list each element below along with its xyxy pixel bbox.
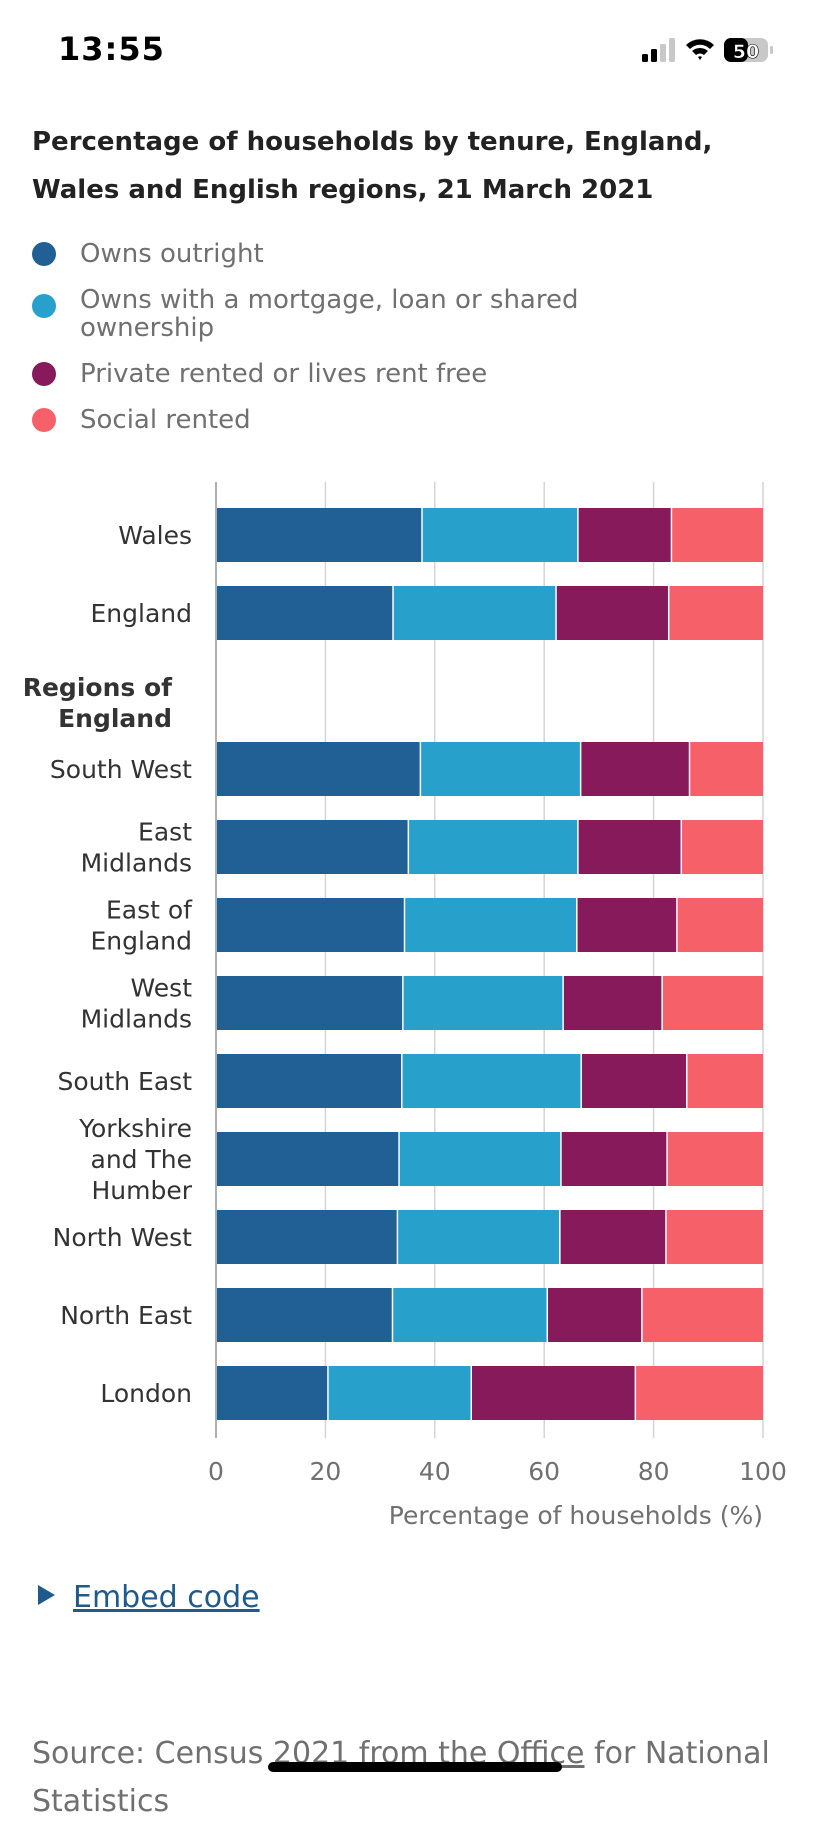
bar-segment: [402, 1054, 581, 1108]
category-label: Yorkshire and The Humber: [78, 1114, 193, 1205]
legend-label: Owns outright: [80, 239, 264, 269]
bar-segment: [672, 508, 763, 562]
category-label: North East: [60, 1301, 192, 1330]
legend-label: Owns with a mortgage, loan or shared own…: [80, 285, 579, 343]
bar-segment: [393, 586, 556, 640]
bar-segment: [216, 1054, 402, 1108]
legend-swatch: [32, 362, 56, 386]
bar-segment: [216, 508, 422, 562]
legend-label: Private rented or lives rent free: [80, 359, 488, 389]
bar-segment: [216, 898, 404, 952]
bar-segment: [422, 508, 578, 562]
bar-segment: [690, 742, 763, 796]
bar-segment: [216, 976, 403, 1030]
battery-icon: 50: [724, 38, 773, 63]
chart-title: Percentage of households by tenure, Engl…: [32, 127, 713, 205]
bar-segment: [216, 820, 408, 874]
legend-item: Owns outright: [32, 240, 732, 268]
bar-segment: [677, 898, 763, 952]
source-note: Source: Census 2021 from the Office for …: [32, 1730, 792, 1826]
legend-label: Social rented: [80, 405, 251, 435]
bar-segment: [393, 1288, 547, 1342]
chart-legend: Owns outright Owns with a mortgage, loan…: [32, 240, 732, 452]
legend-item: Private rented or lives rent free: [32, 360, 732, 388]
legend-item: Owns with a mortgage, loan or shared own…: [32, 286, 732, 342]
x-axis-label: Percentage of households (%): [389, 1501, 763, 1530]
category-label: London: [100, 1379, 192, 1408]
bar-segment: [548, 1288, 642, 1342]
x-tick-label: 0: [208, 1457, 224, 1486]
bar-segment: [687, 1054, 763, 1108]
source-prefix: Source: Census: [32, 1736, 273, 1771]
status-icons: 50: [642, 38, 773, 63]
bar-segment: [666, 1210, 763, 1264]
stacked-bar-chart: Wales England South West East Midlands East o…: [23, 482, 787, 1530]
legend-swatch: [32, 408, 56, 432]
bar-segment: [403, 976, 563, 1030]
bar-segment: [563, 976, 662, 1030]
embed-code-toggle[interactable]: Embed code: [38, 1580, 260, 1615]
bar-segment: [561, 1132, 667, 1186]
x-tick-label: 40: [419, 1457, 451, 1486]
bar-segment: [682, 820, 763, 874]
x-tick-label: 100: [739, 1457, 787, 1486]
bar-segment: [421, 742, 580, 796]
home-indicator: [268, 1762, 562, 1772]
x-tick-label: 80: [638, 1457, 670, 1486]
category-label: West Midlands: [81, 974, 193, 1034]
bar-segment: [409, 820, 578, 874]
x-tick-label: 60: [528, 1457, 560, 1486]
bar-segment: [216, 1132, 399, 1186]
bar-segment: [328, 1366, 471, 1420]
bar-segment: [581, 742, 689, 796]
bar-segment: [669, 586, 763, 640]
bar-segment: [560, 1210, 666, 1264]
status-bar: 13:55 50: [0, 0, 828, 100]
legend-swatch: [32, 242, 56, 266]
bar-segment: [642, 1288, 763, 1342]
bar-segment: [216, 586, 393, 640]
wifi-icon: [686, 39, 714, 60]
status-time: 13:55: [58, 30, 165, 68]
bar-segment: [216, 1288, 392, 1342]
bar-segment: [471, 1366, 635, 1420]
bar-segment: [581, 1054, 687, 1108]
bar-segment: [216, 742, 420, 796]
bar-segment: [667, 1132, 763, 1186]
bar-segment: [578, 508, 671, 562]
bar-segment: [577, 898, 677, 952]
bar-segment: [398, 1210, 560, 1264]
group-heading: Regions of England: [23, 673, 173, 733]
bar-segment: [556, 586, 668, 640]
signal-icon: [642, 38, 675, 62]
bar-segment: [216, 1366, 328, 1420]
bar-segment: [216, 1210, 397, 1264]
disclosure-triangle-icon: [38, 1585, 55, 1605]
legend-item: Social rented: [32, 406, 732, 434]
category-label: North West: [53, 1223, 193, 1252]
category-label: South West: [50, 755, 192, 784]
x-tick-label: 20: [309, 1457, 341, 1486]
bar-segment: [578, 820, 681, 874]
category-label: East of England: [91, 896, 194, 956]
legend-swatch: [32, 294, 56, 318]
category-label: Wales: [118, 521, 192, 550]
category-label: South East: [57, 1067, 192, 1096]
bar-segment: [399, 1132, 561, 1186]
battery-level: 50: [733, 41, 759, 63]
bar-segment: [662, 976, 763, 1030]
category-label: East Midlands: [81, 818, 193, 878]
bar-segment: [405, 898, 577, 952]
bar-segment: [636, 1366, 763, 1420]
category-label: England: [91, 599, 193, 628]
embed-code-link[interactable]: Embed code: [73, 1580, 260, 1615]
